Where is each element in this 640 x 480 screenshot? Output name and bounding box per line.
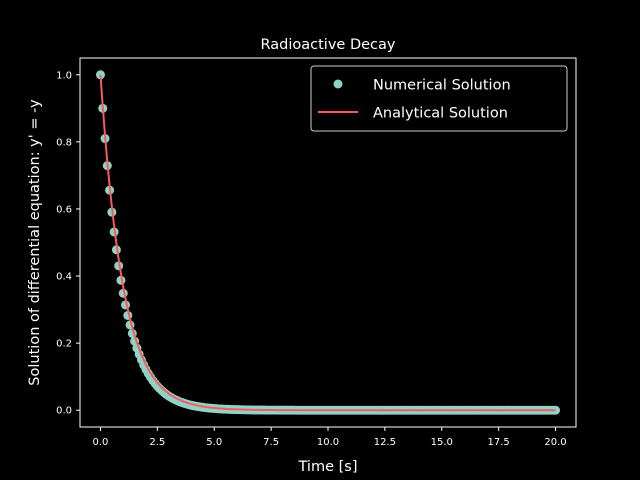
legend-label-numerical: Numerical Solution: [373, 78, 511, 94]
analytical-solution-line: [99, 74, 556, 412]
x-tick-label: 5.0: [206, 437, 222, 448]
y-axis: 0.0 0.2 0.4 0.6 0.8 1.0: [56, 70, 80, 417]
x-tick-label: 7.5: [263, 437, 279, 448]
x-tick-label: 2.5: [149, 437, 165, 448]
y-tick-label: 0.2: [56, 339, 72, 350]
x-tick-label: 0.0: [93, 437, 109, 448]
y-axis-label: Solution of differential equation: y' = …: [27, 99, 43, 386]
legend-label-analytical: Analytical Solution: [373, 106, 508, 122]
x-tick-label: 17.5: [488, 437, 510, 448]
y-tick-label: 1.0: [56, 70, 72, 81]
x-tick-label: 20.0: [544, 437, 566, 448]
legend-marker-numerical: [333, 79, 343, 89]
x-tick-label: 15.0: [431, 437, 453, 448]
y-tick-label: 0.8: [56, 137, 72, 148]
x-tick-label: 10.0: [317, 437, 339, 448]
legend: Numerical Solution Analytical Solution: [310, 65, 568, 132]
x-axis: 0.0 2.5 5.0 7.5 10.0 12.5 15.0 17.5 20.0: [93, 427, 567, 448]
x-axis-label: Time [s]: [298, 459, 358, 475]
y-tick-label: 0.6: [56, 204, 72, 215]
x-tick-label: 12.5: [374, 437, 396, 448]
y-tick-label: 0.4: [56, 272, 72, 283]
plot-area: [95, 70, 561, 415]
y-tick-label: 0.0: [56, 406, 72, 417]
legend-box: [310, 65, 568, 132]
chart-title: Radioactive Decay: [261, 37, 396, 53]
